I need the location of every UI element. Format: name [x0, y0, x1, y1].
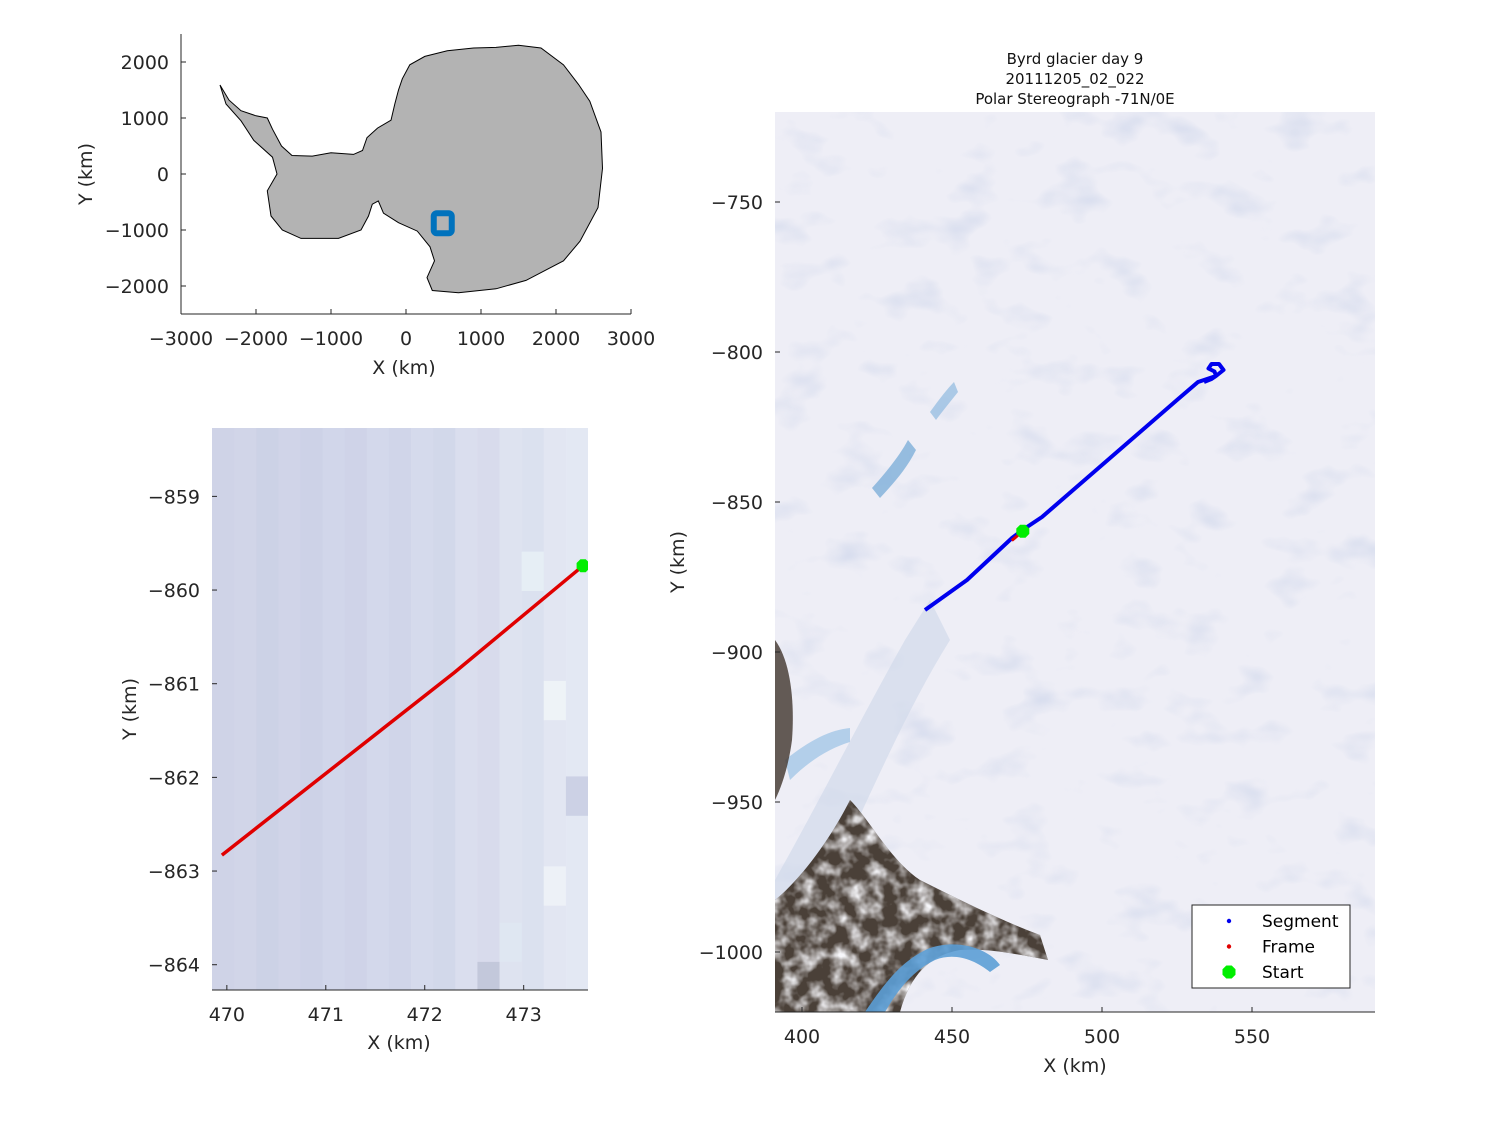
- zoom-x-tick-label: 473: [506, 1004, 542, 1026]
- zoom-x-axis-label: X (km): [367, 1032, 430, 1054]
- rock-outcrop-left: [775, 640, 793, 800]
- zoom-y-tick-label: −860: [148, 580, 200, 602]
- pixel-column: [499, 428, 523, 990]
- antarctica-land: [219, 44, 604, 294]
- blue-ice-streak-3: [785, 728, 850, 780]
- overview-x-tick-label: −1000: [299, 328, 363, 350]
- blue-ice-streak-1: [872, 440, 916, 498]
- chart-title-line-2: 20111205_02_022: [1005, 70, 1144, 89]
- pixel-patch: [477, 961, 500, 990]
- zoom-y-tick-label: −859: [148, 486, 200, 508]
- overview-x-tick-label: 1000: [457, 328, 505, 350]
- overview-x-tick-label: 0: [400, 328, 412, 350]
- segment-y-tick-label: −1000: [699, 942, 763, 964]
- zoom-y-tick-label: −863: [148, 861, 200, 883]
- segment-x-tick-label: 500: [1084, 1026, 1120, 1048]
- start-marker: [576, 559, 588, 573]
- segment-y-tick-label: −850: [711, 492, 763, 514]
- zoom-x-tick-label: 471: [308, 1004, 344, 1026]
- segment-x-tick-label: 450: [934, 1026, 970, 1048]
- overview-y-tick-label: −2000: [105, 276, 169, 298]
- glacier-segment-axes: Byrd glacier day 9 20111205_02_022 Polar…: [667, 50, 1375, 1077]
- zoom-x-tick-label: 472: [407, 1004, 443, 1026]
- rock-snow-overlay: [775, 800, 1048, 1012]
- pixel-column: [344, 428, 368, 990]
- pixel-column: [433, 428, 456, 990]
- legend-start-label: Start: [1262, 963, 1304, 983]
- pixel-column: [234, 428, 257, 990]
- segment-y-tick-label: −800: [711, 342, 763, 364]
- start-marker: [1016, 524, 1030, 538]
- segment-y-tick-label: −950: [711, 792, 763, 814]
- overview-map-axes: −3000 −2000 −1000 0 1000 2000 3000 2000 1000 0 −10…: [75, 34, 655, 379]
- zoom-y-tick-label: −862: [148, 767, 200, 789]
- overview-x-tick-label: −2000: [224, 328, 288, 350]
- pixel-column: [256, 428, 279, 990]
- zoom-y-axis-label: Y (km): [119, 678, 141, 741]
- pixel-column: [322, 428, 346, 990]
- segment-x-tick-label: 550: [1234, 1026, 1270, 1048]
- blue-ice-river: [865, 944, 1000, 1012]
- frame-zoom-pixel-columns: [212, 428, 588, 990]
- overview-x-tick-label: 3000: [607, 328, 655, 350]
- pixel-column: [477, 428, 501, 990]
- frame-zoom-axes: 470 471 472 473 −859 −860 −861 −862 −863 −864 X (…: [119, 428, 588, 1054]
- pixel-patch: [565, 776, 588, 816]
- legend-segment-label: Segment: [1262, 912, 1339, 932]
- overview-y-tick-label: 1000: [121, 108, 169, 130]
- chart-title-line-1: Byrd glacier day 9: [1007, 50, 1144, 68]
- segment-y-tick-label: −900: [711, 642, 763, 664]
- legend-box: [1191, 904, 1351, 989]
- blue-ice-streak-2: [930, 382, 958, 420]
- pixel-patch: [521, 551, 544, 591]
- pixel-column: [212, 428, 235, 990]
- zoom-x-tick-label: 470: [209, 1004, 245, 1026]
- pixel-column: [366, 428, 390, 990]
- overview-y-tick-label: 2000: [121, 52, 169, 74]
- pixel-column: [455, 428, 478, 990]
- overview-x-axis-label: X (km): [372, 357, 435, 379]
- zoom-y-tick-label: −861: [148, 674, 200, 696]
- pixel-column: [300, 428, 324, 990]
- study-area-marker: [430, 210, 455, 237]
- overview-y-tick-label: −1000: [105, 220, 169, 242]
- zoom-y-tick-label: −864: [148, 955, 200, 977]
- legend-start-marker: [1222, 965, 1236, 979]
- overview-x-tick-label: 2000: [532, 328, 580, 350]
- overview-x-tick-label: −3000: [149, 328, 213, 350]
- segment-y-axis-label: Y (km): [667, 531, 689, 594]
- segment-y-tick-label: −750: [711, 192, 763, 214]
- pixel-column: [565, 428, 588, 990]
- pixel-patch: [499, 922, 522, 962]
- legend-frame-label: Frame: [1262, 938, 1315, 958]
- pixel-patch: [543, 866, 566, 906]
- pixel-column: [411, 428, 434, 990]
- segment-x-axis-label: X (km): [1043, 1055, 1106, 1077]
- pixel-column: [521, 428, 545, 990]
- overview-y-tick-label: 0: [157, 164, 169, 186]
- chart-title-line-3: Polar Stereograph -71N/0E: [975, 90, 1174, 108]
- pixel-patch: [543, 680, 566, 721]
- frame-track-line: [220, 564, 585, 857]
- pixel-column: [278, 428, 301, 990]
- legend-frame-marker: [1226, 944, 1232, 949]
- pixel-column: [388, 428, 412, 990]
- segment-x-tick-label: 400: [784, 1026, 820, 1048]
- legend-segment-marker: [1226, 918, 1232, 924]
- legend: Segment Frame Start: [1191, 904, 1351, 989]
- overview-y-axis-label: Y (km): [75, 143, 97, 206]
